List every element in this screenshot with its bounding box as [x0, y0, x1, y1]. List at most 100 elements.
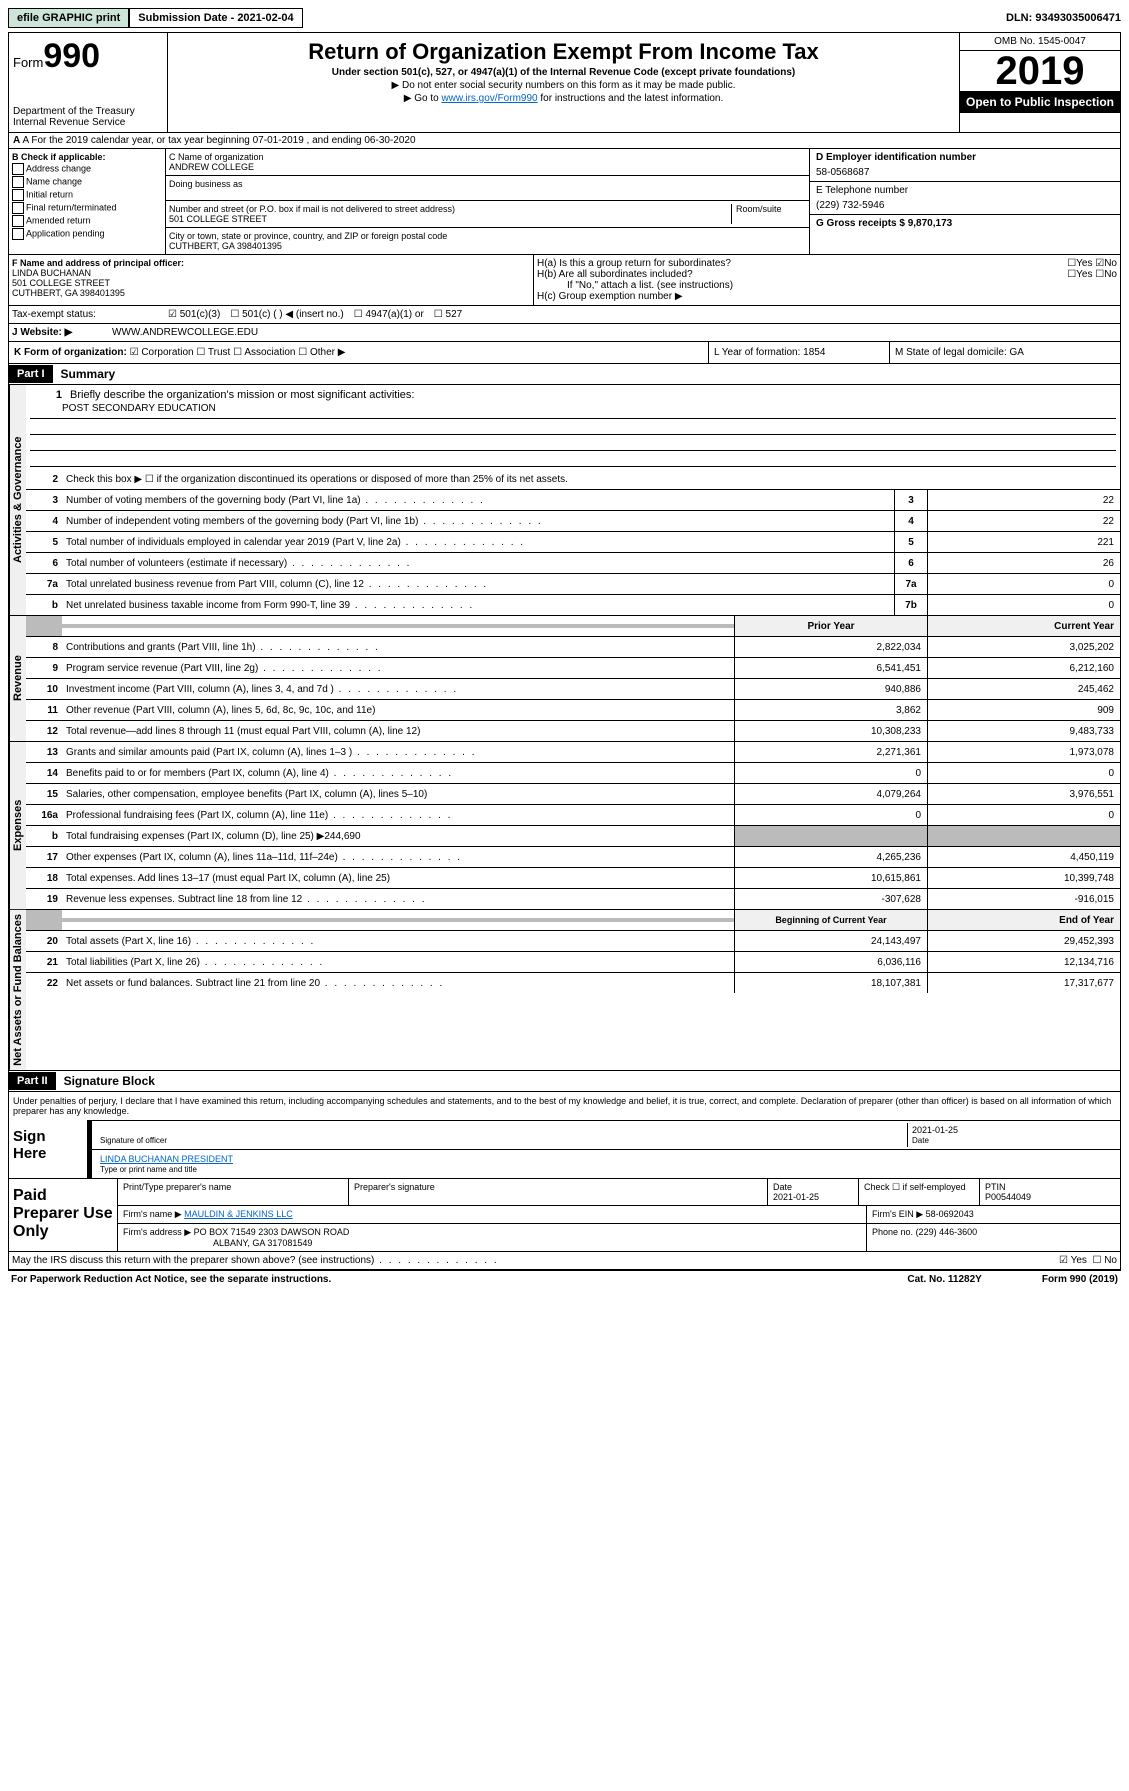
c10: 245,462 [927, 679, 1120, 699]
efile-button[interactable]: efile GRAPHIC print [8, 8, 129, 28]
p21: 6,036,116 [734, 952, 927, 972]
line10: Investment income (Part VIII, column (A)… [62, 682, 734, 697]
p15: 4,079,264 [734, 784, 927, 804]
form-subtitle: Under section 501(c), 527, or 4947(a)(1)… [172, 67, 955, 78]
officer-name-link[interactable]: LINDA BUCHANAN PRESIDENT [100, 1154, 233, 1164]
chk-address[interactable]: Address change [12, 163, 162, 175]
open-public-badge: Open to Public Inspection [960, 91, 1120, 113]
firm-name-link[interactable]: MAULDIN & JENKINS LLC [184, 1209, 293, 1219]
chk-trust[interactable]: ☐ Trust [196, 347, 230, 358]
form-footer: Form 990 (2019) [1042, 1274, 1118, 1285]
discuss-no[interactable]: ☐ No [1092, 1255, 1117, 1266]
p10: 940,886 [734, 679, 927, 699]
p11: 3,862 [734, 700, 927, 720]
ha-value: ☐Yes ☑No [1067, 258, 1117, 269]
chk-initial[interactable]: Initial return [12, 189, 162, 201]
line14: Benefits paid to or for members (Part IX… [62, 766, 734, 781]
irs-link[interactable]: www.irs.gov/Form990 [441, 93, 537, 104]
chk-corp[interactable]: ☑ Corporation [130, 347, 194, 358]
street-address: 501 COLLEGE STREET [169, 214, 731, 224]
c18: 10,399,748 [927, 868, 1120, 888]
instruction-1: ▶ Do not enter social security numbers o… [172, 80, 955, 91]
hc-label: H(c) Group exemption number ▶ [537, 291, 1117, 302]
phone-label: E Telephone number [816, 185, 1114, 196]
cat-no: Cat. No. 11282Y [907, 1274, 981, 1285]
part2-header: Part II Signature Block [8, 1071, 1121, 1092]
prep-name-label: Print/Type preparer's name [118, 1179, 349, 1205]
tax-status-label: Tax-exempt status: [12, 309, 158, 320]
current-year-hdr: Current Year [927, 616, 1120, 636]
tax-year: 2019 [960, 51, 1120, 91]
c11: 909 [927, 700, 1120, 720]
dba-label: Doing business as [169, 179, 806, 189]
line16b: Total fundraising expenses (Part IX, col… [62, 829, 734, 844]
firm-phone: (229) 446-3600 [916, 1227, 978, 1237]
sig-date: 2021-01-25 [912, 1125, 958, 1135]
year-formation: L Year of formation: 1854 [708, 342, 889, 363]
vlabel-netassets: Net Assets or Fund Balances [9, 910, 26, 1070]
part2-badge: Part II [9, 1072, 56, 1090]
footer-row: For Paperwork Reduction Act Notice, see … [8, 1270, 1121, 1288]
form-header: Form990 Department of the Treasury Inter… [8, 32, 1121, 133]
column-c: C Name of organizationANDREW COLLEGE Doi… [166, 149, 809, 254]
hb-label: H(b) Are all subordinates included? [537, 269, 693, 280]
prep-date: 2021-01-25 [773, 1192, 819, 1202]
room-label: Room/suite [731, 204, 806, 224]
chk-final[interactable]: Final return/terminated [12, 202, 162, 214]
line20: Total assets (Part X, line 16) [62, 934, 734, 949]
line11: Other revenue (Part VIII, column (A), li… [62, 703, 734, 718]
c19: -916,015 [927, 889, 1120, 909]
line12: Total revenue—add lines 8 through 11 (mu… [62, 724, 734, 739]
submission-date: Submission Date - 2021-02-04 [129, 8, 302, 28]
part1-title: Summary [53, 364, 124, 384]
line9: Program service revenue (Part VIII, line… [62, 661, 734, 676]
chk-4947[interactable]: ☐ 4947(a)(1) or [354, 309, 424, 320]
row-website: J Website: ▶ WWW.ANDREWCOLLEGE.EDU [8, 324, 1121, 342]
part2-title: Signature Block [56, 1071, 163, 1091]
paperwork-notice: For Paperwork Reduction Act Notice, see … [11, 1274, 907, 1285]
c12: 9,483,733 [927, 721, 1120, 741]
chk-527[interactable]: ☐ 527 [434, 309, 462, 320]
chk-pending[interactable]: Application pending [12, 228, 162, 240]
v3: 22 [927, 490, 1120, 510]
chk-501c3[interactable]: ☑ 501(c)(3) [168, 309, 220, 320]
summary-revenue: Revenue Prior YearCurrent Year 8Contribu… [8, 616, 1121, 742]
main-info-block: B Check if applicable: Address change Na… [8, 149, 1121, 255]
dln-label: DLN: 93493035006471 [1006, 12, 1121, 24]
chk-amended[interactable]: Amended return [12, 215, 162, 227]
line19: Revenue less expenses. Subtract line 18 … [62, 892, 734, 907]
begin-year-hdr: Beginning of Current Year [734, 910, 927, 930]
org-name-label: C Name of organization [169, 152, 806, 162]
end-year-hdr: End of Year [927, 910, 1120, 930]
instruction-2: ▶ Go to www.irs.gov/Form990 for instruct… [172, 93, 955, 104]
discuss-yes[interactable]: ☑ Yes [1059, 1255, 1087, 1266]
v6: 26 [927, 553, 1120, 573]
part1-header: Part I Summary [8, 364, 1121, 385]
discuss-row: May the IRS discuss this return with the… [8, 1252, 1121, 1270]
p12: 10,308,233 [734, 721, 927, 741]
line13: Grants and similar amounts paid (Part IX… [62, 745, 734, 760]
officer-name: LINDA BUCHANAN [12, 268, 91, 278]
chk-name[interactable]: Name change [12, 176, 162, 188]
chk-501c[interactable]: ☐ 501(c) ( ) ◀ (insert no.) [230, 309, 343, 320]
chk-other[interactable]: ☐ Other ▶ [298, 347, 345, 358]
prior-year-hdr: Prior Year [734, 616, 927, 636]
form-title: Return of Organization Exempt From Incom… [172, 39, 955, 65]
sign-here-label: Sign Here [9, 1120, 88, 1178]
self-employed-chk[interactable]: Check ☐ if self-employed [859, 1179, 980, 1205]
line21: Total liabilities (Part X, line 26) [62, 955, 734, 970]
officer-label: F Name and address of principal officer: [12, 258, 184, 268]
addr-label: Number and street (or P.O. box if mail i… [169, 204, 731, 214]
line18: Total expenses. Add lines 13–17 (must eq… [62, 871, 734, 886]
ha-label: H(a) Is this a group return for subordin… [537, 258, 731, 269]
firm-ein: 58-0692043 [926, 1209, 974, 1219]
gross-receipts: G Gross receipts $ 9,870,173 [810, 215, 1120, 232]
paid-preparer-label: Paid Preparer Use Only [9, 1179, 117, 1251]
signature-block: Under penalties of perjury, I declare th… [8, 1092, 1121, 1252]
chk-assoc[interactable]: ☐ Association [233, 347, 295, 358]
line4: Number of independent voting members of … [62, 514, 894, 529]
c13: 1,973,078 [927, 742, 1120, 762]
firm-addr: PO BOX 71549 2303 DAWSON ROAD [194, 1227, 350, 1237]
line1-label: Briefly describe the organization's miss… [66, 387, 1116, 403]
c15: 3,976,551 [927, 784, 1120, 804]
